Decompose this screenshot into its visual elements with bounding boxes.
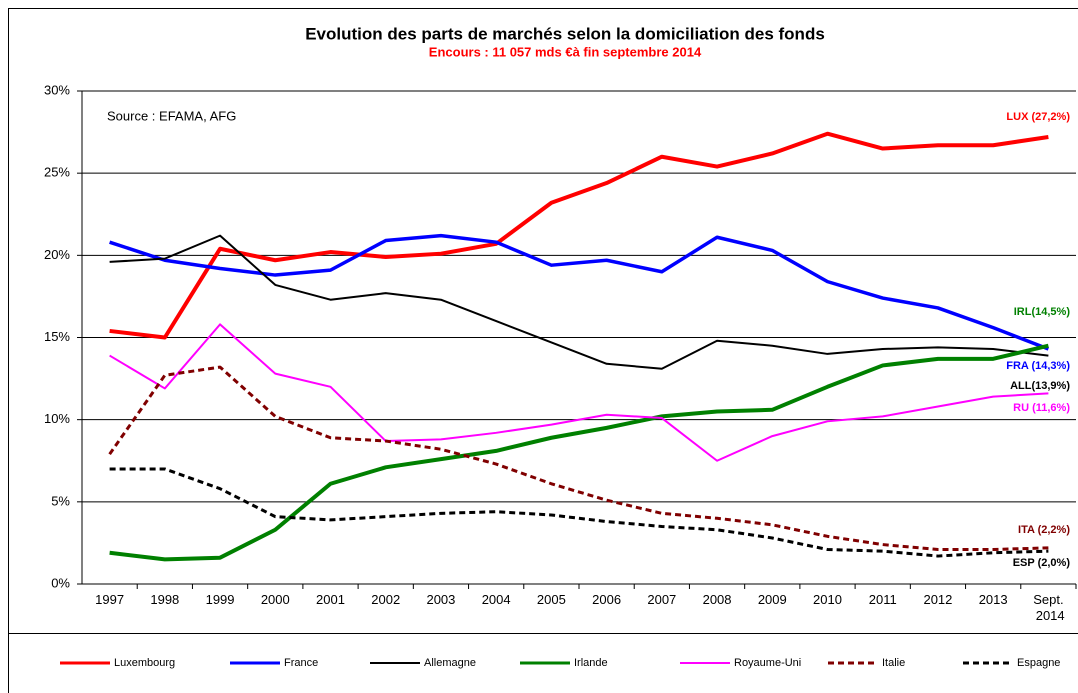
series-line xyxy=(109,343,1049,562)
x-tick-label: 2004 xyxy=(482,592,511,607)
y-tick-label: 20% xyxy=(44,247,70,262)
annotation: ITA (2,2%) xyxy=(1018,524,1070,536)
y-tick-label: 0% xyxy=(51,575,70,590)
chart-title: Evolution des parts de marchés selon la … xyxy=(305,24,825,43)
y-tick-label: 5% xyxy=(51,493,70,508)
annotation: ESP (2,0%) xyxy=(1013,557,1071,569)
x-tick-label: 2003 xyxy=(426,592,455,607)
legend-label: Espagne xyxy=(1017,657,1060,669)
x-tick-label: 2005 xyxy=(537,592,566,607)
y-tick-label: 15% xyxy=(44,329,70,344)
source-note: Source : EFAMA, AFG xyxy=(107,108,236,123)
legend-label: Irlande xyxy=(574,657,608,669)
x-tick-label: 2002 xyxy=(371,592,400,607)
annotation: ALL(13,9%) xyxy=(1010,380,1070,392)
chart-subtitle: Encours : 11 057 mds €à fin septembre 20… xyxy=(429,44,702,59)
x-tick-label: Sept. 2014 xyxy=(1032,592,1065,623)
y-tick-label: 10% xyxy=(44,411,70,426)
y-tick-label: 30% xyxy=(44,82,70,97)
x-tick-label: 1997 xyxy=(95,592,124,607)
x-tick-label: 2001 xyxy=(316,592,345,607)
chart-border xyxy=(8,8,1078,693)
legend-label: Royaume-Uni xyxy=(734,657,801,669)
series-line xyxy=(109,131,1049,340)
series-line xyxy=(109,467,1049,558)
x-tick-label: 2008 xyxy=(703,592,732,607)
x-tick-label: 2010 xyxy=(813,592,842,607)
x-tick-label: 1998 xyxy=(150,592,179,607)
series-line xyxy=(108,365,1049,551)
x-tick-label: 2013 xyxy=(979,592,1008,607)
x-tick-label: 2007 xyxy=(647,592,676,607)
x-tick-label: 2011 xyxy=(869,592,897,607)
series-line xyxy=(109,234,1049,370)
y-tick-label: 25% xyxy=(44,165,70,180)
legend-label: Luxembourg xyxy=(114,657,175,669)
annotation: IRL(14,5%) xyxy=(1014,306,1071,318)
annotation: LUX (27,2%) xyxy=(1006,111,1070,123)
annotation: RU (11,6%) xyxy=(1013,402,1070,414)
x-tick-label: 2009 xyxy=(758,592,787,607)
series-line xyxy=(109,323,1049,462)
x-tick-label: 2012 xyxy=(923,592,952,607)
legend-label: Italie xyxy=(882,657,905,669)
annotation: FRA (14,3%) xyxy=(1006,360,1070,372)
legend-label: Allemagne xyxy=(424,657,476,669)
series-line xyxy=(109,233,1050,351)
x-tick-label: 2000 xyxy=(261,592,290,607)
x-tick-label: 1999 xyxy=(206,592,235,607)
x-tick-label: 2006 xyxy=(592,592,621,607)
legend-label: France xyxy=(284,657,318,669)
